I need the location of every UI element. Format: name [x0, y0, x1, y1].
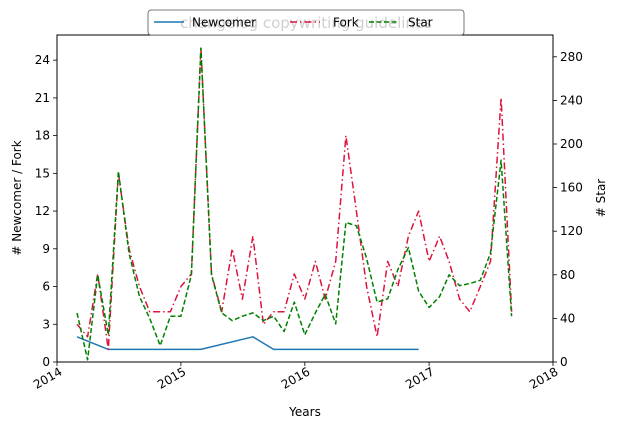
legend-label-newcomer: Newcomer: [192, 16, 256, 30]
y-right-tick-label: 200: [560, 137, 583, 151]
y-axis-left-label: # Newcomer / Fork: [10, 140, 24, 255]
legend-label-star: Star: [408, 16, 433, 30]
legend-label-fork: Fork: [333, 16, 359, 30]
y-left-tick-label: 6: [42, 280, 50, 294]
y-right-tick-label: 280: [560, 50, 583, 64]
y-axis-right-ticks: 0 40 80 120 160 200 240 280: [553, 50, 583, 369]
x-axis-label: Years: [288, 405, 321, 419]
series-line-newcomer: [76, 336, 419, 351]
legend: changelog copywriting guidelines Newcome…: [147, 9, 465, 36]
y-left-tick-label: 9: [42, 242, 50, 256]
y-left-tick-label: 21: [35, 91, 50, 105]
y-left-tick-label: 12: [35, 204, 50, 218]
y-left-tick-label: 0: [42, 355, 50, 369]
plot-lines: [76, 46, 513, 361]
y-right-tick-label: 160: [560, 181, 583, 195]
y-left-tick-label: 18: [35, 129, 50, 143]
series-line-fork: [76, 46, 513, 351]
y-axis-left-ticks: 0 3 6 9 12 15 18 21 24: [35, 53, 57, 369]
y-left-tick-label: 15: [35, 166, 50, 180]
y-axis-right-label: # Star: [594, 179, 608, 218]
y-right-tick-label: 120: [560, 224, 583, 238]
y-right-tick-label: 40: [560, 311, 575, 325]
y-left-tick-label: 3: [42, 317, 50, 331]
y-left-tick-label: 24: [35, 53, 50, 67]
watermark: changelog copywriting guidelines: [180, 14, 432, 32]
y-right-tick-label: 240: [560, 93, 583, 107]
series-line-star: [76, 47, 513, 361]
y-right-tick-label: 0: [560, 355, 568, 369]
y-right-tick-label: 80: [560, 268, 575, 282]
